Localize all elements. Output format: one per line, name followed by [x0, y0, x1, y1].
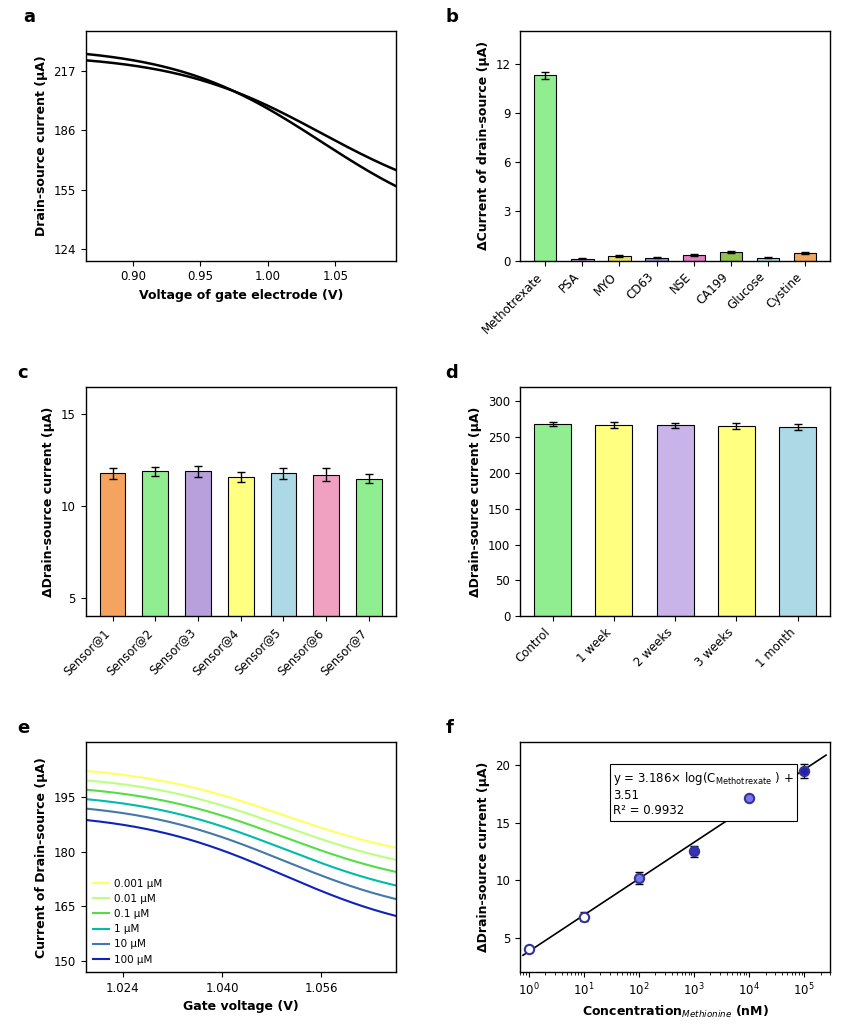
0.1 μM — [221, 811, 231, 823]
0.001 μM — [391, 842, 401, 854]
100 μM — [221, 846, 231, 858]
Y-axis label: ΔDrain-source current (μA): ΔDrain-source current (μA) — [477, 762, 490, 952]
10 μM — [288, 858, 298, 871]
Line: 0.1 μM: 0.1 μM — [86, 790, 396, 872]
Point — [687, 843, 701, 859]
0.01 μM — [221, 800, 231, 813]
10 μM — [221, 832, 231, 845]
0.001 μM — [160, 776, 170, 788]
Line: 10 μM: 10 μM — [86, 809, 396, 899]
Point — [797, 763, 811, 780]
0.01 μM — [314, 832, 324, 845]
10 μM — [264, 848, 274, 860]
Bar — [757, 257, 779, 261]
Bar — [609, 256, 631, 261]
1 μM — [391, 879, 401, 891]
1 μM — [160, 804, 170, 817]
10 μM — [391, 892, 401, 905]
0.001 μM — [135, 771, 146, 784]
10 μM — [160, 815, 170, 827]
Bar — [718, 426, 755, 616]
Text: a: a — [24, 8, 36, 26]
10 μM — [135, 810, 146, 822]
0.1 μM — [264, 825, 274, 838]
1 μM — [288, 846, 298, 858]
Bar — [356, 479, 382, 690]
Line: 0.01 μM: 0.01 μM — [86, 781, 396, 860]
X-axis label: Concentration$_{Methionine}$ (nM): Concentration$_{Methionine}$ (nM) — [582, 1004, 769, 1020]
Text: b: b — [445, 8, 459, 26]
0.01 μM — [288, 823, 298, 835]
1 μM — [221, 821, 231, 833]
100 μM — [264, 862, 274, 875]
Line: 1 μM: 1 μM — [86, 799, 396, 885]
Y-axis label: Drain-source current (μA): Drain-source current (μA) — [35, 56, 48, 236]
0.1 μM — [288, 834, 298, 847]
Bar — [571, 258, 593, 261]
Text: c: c — [17, 364, 28, 382]
0.1 μM — [80, 784, 91, 796]
Bar — [682, 254, 704, 261]
10 μM — [314, 869, 324, 881]
Y-axis label: ΔDrain-source current (μA): ΔDrain-source current (μA) — [43, 406, 56, 597]
1 μM — [264, 837, 274, 849]
0.01 μM — [80, 774, 91, 787]
Y-axis label: Current of Drain-source (μA): Current of Drain-source (μA) — [35, 757, 48, 957]
0.1 μM — [314, 844, 324, 856]
Line: 100 μM: 100 μM — [86, 820, 396, 916]
0.001 μM — [264, 803, 274, 816]
Point — [632, 870, 645, 886]
10 μM — [80, 802, 91, 815]
1 μM — [135, 800, 146, 813]
0.001 μM — [221, 790, 231, 802]
Bar — [270, 473, 296, 690]
X-axis label: Voltage of gate electrode (V): Voltage of gate electrode (V) — [139, 288, 343, 302]
Bar — [313, 475, 339, 690]
Bar — [596, 425, 633, 616]
0.01 μM — [135, 781, 146, 793]
Bar — [657, 425, 693, 616]
Bar — [534, 75, 556, 261]
Point — [577, 909, 591, 925]
100 μM — [80, 814, 91, 826]
Bar — [720, 252, 742, 261]
100 μM — [135, 822, 146, 834]
Bar — [142, 472, 168, 690]
Text: d: d — [445, 364, 458, 382]
0.001 μM — [80, 765, 91, 778]
Text: f: f — [445, 720, 454, 737]
Point — [742, 789, 756, 805]
100 μM — [391, 910, 401, 922]
0.01 μM — [160, 785, 170, 797]
Line: 0.001 μM: 0.001 μM — [86, 771, 396, 848]
Text: y = 3.186$\times$ log(C$_{\mathregular{Methotrexate}}$ ) +
3.51
R² = 0.9932: y = 3.186$\times$ log(C$_{\mathregular{M… — [613, 770, 794, 817]
X-axis label: Gate voltage (V): Gate voltage (V) — [183, 1000, 299, 1013]
Bar — [185, 472, 211, 690]
Point — [521, 941, 535, 957]
0.001 μM — [288, 812, 298, 824]
0.1 μM — [160, 795, 170, 808]
Legend: 0.001 μM, 0.01 μM, 0.1 μM, 1 μM, 10 μM, 100 μM: 0.001 μM, 0.01 μM, 0.1 μM, 1 μM, 10 μM, … — [91, 877, 164, 967]
Bar — [228, 477, 253, 690]
100 μM — [288, 873, 298, 885]
100 μM — [314, 884, 324, 896]
Bar — [534, 424, 571, 616]
1 μM — [80, 793, 91, 805]
0.1 μM — [135, 790, 146, 802]
Text: e: e — [17, 720, 30, 737]
0.01 μM — [391, 854, 401, 866]
0.001 μM — [314, 821, 324, 833]
Bar — [794, 253, 817, 261]
Bar — [780, 427, 817, 616]
0.01 μM — [264, 815, 274, 827]
1 μM — [314, 856, 324, 869]
Bar — [99, 473, 125, 690]
0.1 μM — [391, 865, 401, 878]
Y-axis label: ΔDrain-source current (μA): ΔDrain-source current (μA) — [469, 406, 483, 597]
Y-axis label: ΔCurrent of drain-source (μA): ΔCurrent of drain-source (μA) — [477, 41, 490, 250]
Bar — [645, 257, 668, 261]
100 μM — [160, 827, 170, 840]
